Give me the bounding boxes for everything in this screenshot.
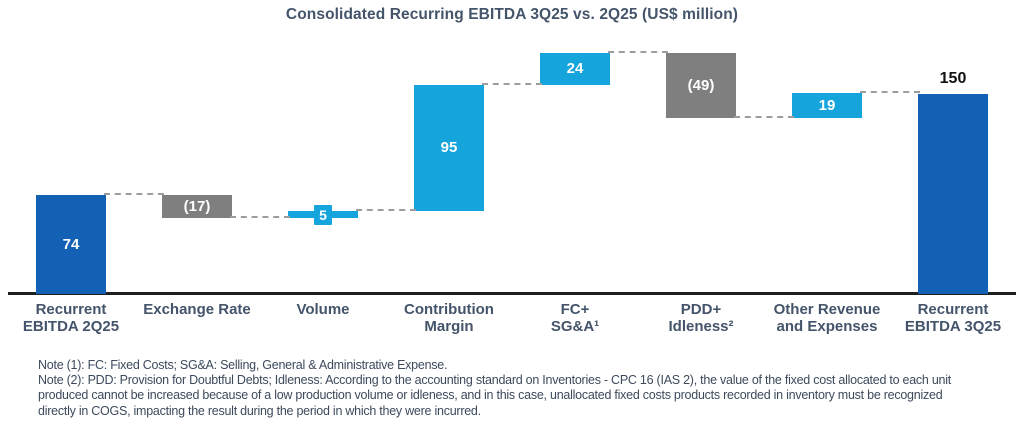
footnotes: Note (1): FC: Fixed Costs; SG&A: Selling… bbox=[38, 358, 956, 419]
footnote-2: Note (2): PDD: Provision for Doubtful De… bbox=[38, 373, 952, 418]
bar-value-label: 19 bbox=[818, 96, 836, 114]
connector-line-2 bbox=[230, 216, 290, 218]
x-axis-line bbox=[8, 292, 1016, 295]
waterfall-bar-1 bbox=[36, 195, 106, 294]
category-label-8: Recurrent EBITDA 3Q25 bbox=[904, 301, 1002, 335]
bar-value-label: 24 bbox=[566, 60, 584, 78]
connector-line-4 bbox=[482, 82, 542, 85]
waterfall-bar-6 bbox=[666, 52, 736, 118]
bar-value-label: 150 bbox=[939, 70, 967, 87]
connector-line-3 bbox=[356, 209, 416, 212]
waterfall-bar-4 bbox=[414, 84, 484, 212]
connector-line-6 bbox=[734, 116, 794, 118]
category-label-7: Other Revenue and Expenses bbox=[773, 301, 881, 335]
waterfall-bar-7 bbox=[792, 92, 862, 118]
waterfall-plot: 74 Recurrent EBITDA 2Q25 (17) Exchange Rate… bbox=[8, 50, 1016, 335]
waterfall-bar-5 bbox=[540, 52, 610, 85]
category-label-5: FC+ SG&A¹ bbox=[550, 301, 600, 335]
chart-title: Consolidated Recurring EBITDA 3Q25 vs. 2… bbox=[285, 6, 739, 23]
bar-value-label: 5 bbox=[314, 204, 332, 225]
category-label-3: Volume bbox=[296, 301, 350, 318]
bar-value-label: 95 bbox=[440, 139, 458, 157]
connector-line-5 bbox=[608, 50, 668, 53]
category-label-1: Recurrent EBITDA 2Q25 bbox=[22, 301, 120, 335]
bar-value-label: 74 bbox=[62, 236, 80, 254]
category-label-2: Exchange Rate bbox=[143, 301, 251, 318]
connector-line-7 bbox=[860, 90, 920, 93]
footnote-1: Note (1): FC: Fixed Costs; SG&A: Selling… bbox=[38, 358, 448, 372]
connector-line-1 bbox=[104, 193, 164, 196]
bar-value-label: (17) bbox=[183, 198, 211, 216]
waterfall-bar-8 bbox=[918, 94, 988, 294]
bar-value-label: (49) bbox=[687, 76, 715, 94]
category-label-4: Contribution Margin bbox=[404, 301, 494, 335]
category-label-6: PDD+ Idleness² bbox=[668, 301, 734, 335]
waterfall-bar-2 bbox=[162, 195, 232, 218]
